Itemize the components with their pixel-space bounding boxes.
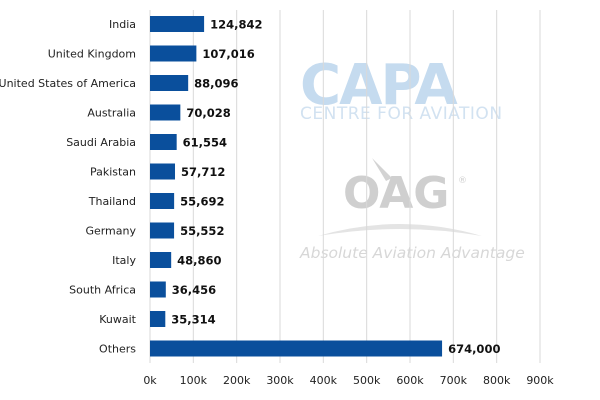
category-label: Others [99,343,136,356]
data-label: 55,552 [180,224,224,238]
data-labels: 124,842 107,016 88,096 70,028 61,554 57,712 55… [171,18,500,357]
oag-watermark-logo: OAG [343,168,449,219]
x-tick-label: 800k [483,374,511,387]
bar [150,252,172,268]
bar [150,193,175,209]
bars [150,16,443,357]
category-label: United States of America [0,77,136,90]
category-label: South Africa [69,284,136,297]
capa-watermark-tagline: CENTRE FOR AVIATION [300,104,503,124]
bar [150,311,166,327]
data-label: 674,000 [448,342,500,356]
gridlines [149,10,541,363]
bar [150,134,177,150]
category-label: United Kingdom [48,48,136,61]
bar [150,16,205,32]
data-label: 55,692 [180,195,224,209]
category-label: India [109,18,136,31]
category-axis-labels: India United Kingdom United States of Amer… [0,18,137,356]
bar [150,340,443,357]
bar [150,163,176,180]
x-tick-label: 100k [180,374,208,387]
bar [150,104,181,121]
data-label: 107,016 [202,47,254,61]
registered-mark: ® [458,176,467,186]
oag-arc-icon [318,224,482,236]
category-label: Saudi Arabia [66,136,136,149]
x-tick-label: 900k [526,374,554,387]
bar [150,222,175,239]
bar [150,281,166,298]
data-label: 36,456 [172,283,216,297]
data-label: 70,028 [186,106,230,120]
oag-swoosh-icon [372,158,392,181]
data-label: 61,554 [183,136,227,150]
data-label: 57,712 [181,165,225,179]
x-axis-tick-labels: 0k 100k 200k 300k 400k 500k 600k 700k 800k 900k [143,374,554,387]
category-label: Kuwait [99,313,136,326]
category-label: Australia [87,107,136,120]
x-tick-label: 300k [266,374,294,387]
category-label: Pakistan [90,166,136,179]
data-label: 124,842 [210,18,262,32]
x-tick-label: 700k [440,374,468,387]
category-label: Italy [112,254,136,267]
data-label: 48,860 [177,254,221,268]
x-tick-label: 400k [310,374,338,387]
x-tick-label: 200k [223,374,251,387]
capa-watermark-logo: CAPA [300,53,458,118]
x-tick-label: 500k [353,374,381,387]
bar [150,45,197,62]
oag-watermark-tagline: Absolute Aviation Advantage [299,244,525,262]
bar [150,75,189,91]
data-label: 35,314 [171,313,215,327]
data-label: 88,096 [194,77,238,91]
x-tick-label: 600k [396,374,424,387]
category-label: Thailand [88,195,136,208]
category-label: Germany [85,225,136,238]
watermark-layer: CAPA CENTRE FOR AVIATION OAG ® Absolute … [299,53,525,262]
x-tick-label: 0k [143,374,157,387]
